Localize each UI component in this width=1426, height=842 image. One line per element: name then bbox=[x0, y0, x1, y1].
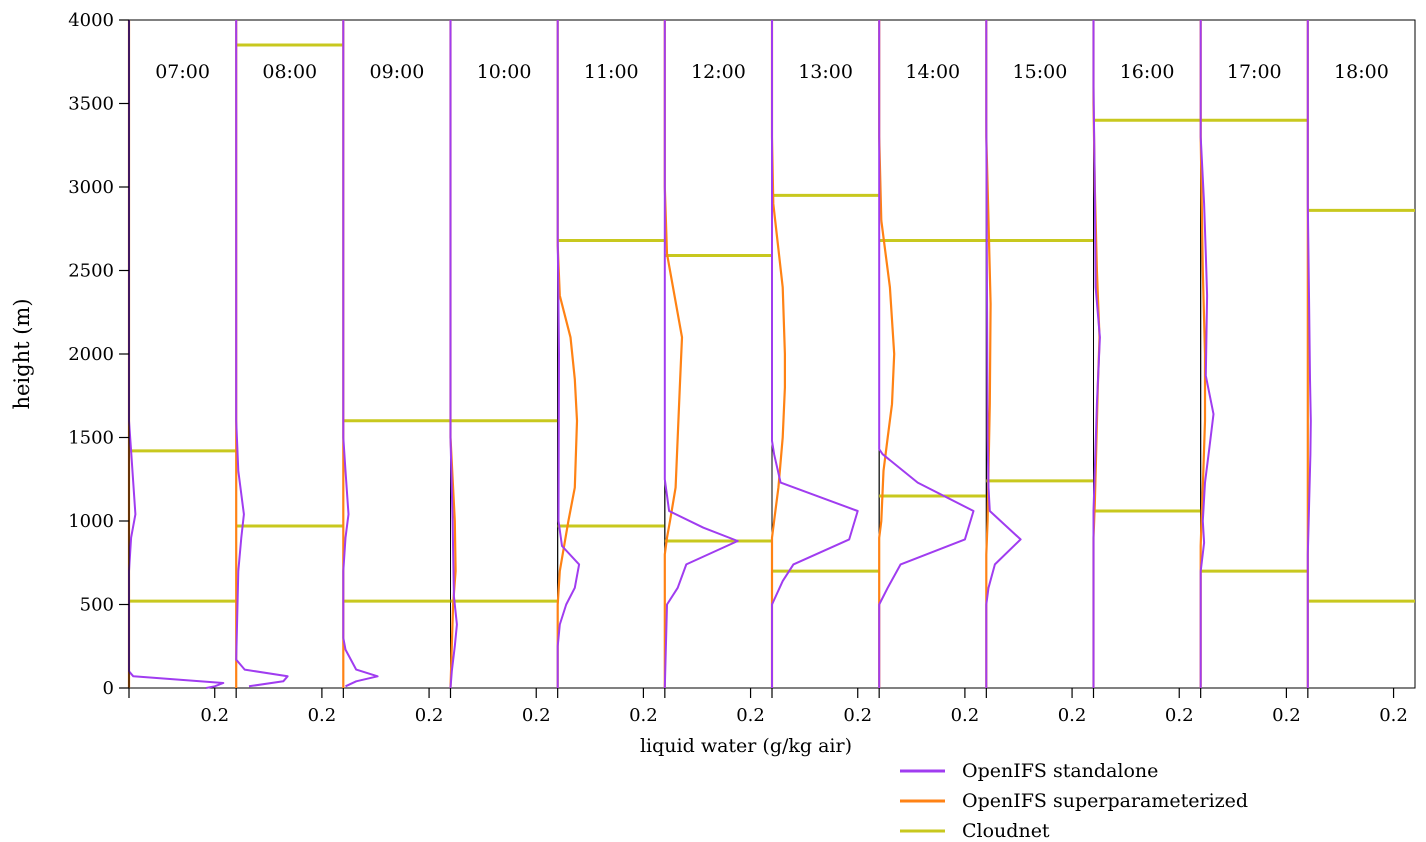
panel-time-label: 13:00 bbox=[798, 61, 853, 83]
panel-time-label: 10:00 bbox=[477, 61, 532, 83]
standalone-line bbox=[663, 20, 739, 689]
panel-frame bbox=[1307, 19, 1416, 689]
standalone-line bbox=[128, 20, 225, 689]
panel-1300: 13:00 0.2 bbox=[770, 19, 880, 726]
x-tick-label: 0.2 bbox=[1058, 705, 1087, 726]
panel-frame bbox=[128, 19, 237, 689]
legend-entry: OpenIFS superparameterized bbox=[962, 790, 1248, 812]
standalone-line bbox=[342, 20, 379, 688]
panel-frame bbox=[235, 19, 344, 689]
superparameterized-line bbox=[770, 20, 787, 688]
x-tick-label: 0.2 bbox=[308, 705, 337, 726]
x-axis-label: liquid water (g/kg air) bbox=[640, 735, 852, 757]
x-tick-label: 0.2 bbox=[843, 705, 872, 726]
panel-frame bbox=[342, 19, 452, 689]
y-tick-label: 3500 bbox=[68, 94, 114, 115]
panel-0900: 09:00 0.2 bbox=[342, 19, 452, 726]
y-axis-label: height (m) bbox=[10, 298, 34, 409]
y-tick-label: 500 bbox=[80, 595, 114, 616]
legend-entry: Cloudnet bbox=[962, 820, 1050, 842]
standalone-line bbox=[235, 20, 289, 688]
panel-time-label: 17:00 bbox=[1227, 61, 1282, 83]
panel-time-label: 15:00 bbox=[1013, 61, 1068, 83]
panel-0800: 08:00 0.2 bbox=[235, 19, 344, 726]
panel-time-label: 07:00 bbox=[155, 61, 210, 83]
y-tick-label: 4000 bbox=[68, 10, 114, 31]
panel-1700: 17:00 0.2 bbox=[1199, 19, 1309, 726]
panel-time-label: 12:00 bbox=[691, 61, 746, 83]
y-tick-label: 1500 bbox=[68, 428, 114, 449]
standalone-line bbox=[771, 20, 859, 688]
panel-time-label: 09:00 bbox=[370, 61, 425, 83]
x-tick-label: 0.2 bbox=[951, 705, 980, 726]
panel-1000: 10:00 0.2 bbox=[449, 19, 559, 726]
standalone-line bbox=[985, 20, 1022, 688]
x-tick-label: 0.2 bbox=[736, 705, 765, 726]
panel-frame bbox=[771, 19, 880, 689]
superparameterized-line bbox=[1199, 20, 1207, 688]
superparameterized-line bbox=[878, 20, 896, 688]
panel-1800: 18:00 0.2 bbox=[1306, 19, 1416, 726]
x-tick-label: 0.2 bbox=[1379, 705, 1408, 726]
panel-1500: 15:00 0.2 bbox=[985, 19, 1094, 726]
panel-0700: 07:00 0.2 bbox=[127, 19, 237, 726]
panel-1200: 12:00 0.2 bbox=[663, 19, 773, 726]
standalone-line bbox=[556, 20, 581, 688]
standalone-line bbox=[878, 20, 975, 688]
standalone-line bbox=[1092, 20, 1101, 688]
panel-1400: 14:00 0.2 bbox=[878, 19, 987, 726]
x-tick-label: 0.2 bbox=[415, 705, 444, 726]
panel-frame bbox=[450, 19, 559, 689]
panel-time-label: 18:00 bbox=[1334, 61, 1389, 83]
y-axis: 0 500 1000 1500 2000 2500 3000 3500 4000 bbox=[68, 10, 130, 699]
standalone-line bbox=[1199, 20, 1215, 688]
panel-time-label: 14:00 bbox=[905, 61, 960, 83]
panel-1100: 11:00 0.2 bbox=[556, 19, 666, 726]
x-tick-label: 0.2 bbox=[1165, 705, 1194, 726]
panel-1600: 16:00 0.2 bbox=[1092, 19, 1202, 726]
x-tick-label: 0.2 bbox=[1272, 705, 1301, 726]
superparameterized-line bbox=[556, 20, 579, 688]
panel-time-label: 16:00 bbox=[1120, 61, 1175, 83]
panel-frame bbox=[985, 19, 1094, 689]
panel-time-label: 08:00 bbox=[262, 61, 317, 83]
standalone-line bbox=[449, 20, 458, 689]
standalone-line bbox=[1306, 20, 1312, 688]
y-tick-label: 3000 bbox=[68, 177, 114, 198]
y-tick-label: 0 bbox=[103, 678, 114, 699]
x-tick-label: 0.2 bbox=[629, 705, 658, 726]
y-tick-label: 2500 bbox=[68, 261, 114, 282]
panel-time-label: 11:00 bbox=[584, 61, 639, 83]
y-tick-label: 2000 bbox=[68, 344, 114, 365]
superparameterized-line bbox=[663, 20, 684, 688]
chart-panels: 07:00 0.2 08:00 0.2 09:00 0.2 10:00 0.2 11:00 0.2… bbox=[127, 19, 1416, 726]
legend: OpenIFS standalone OpenIFS superparameter… bbox=[900, 760, 1248, 842]
legend-entry: OpenIFS standalone bbox=[962, 760, 1158, 782]
x-tick-label: 0.2 bbox=[522, 705, 551, 726]
y-tick-label: 1000 bbox=[68, 511, 114, 532]
x-tick-label: 0.2 bbox=[200, 705, 229, 726]
